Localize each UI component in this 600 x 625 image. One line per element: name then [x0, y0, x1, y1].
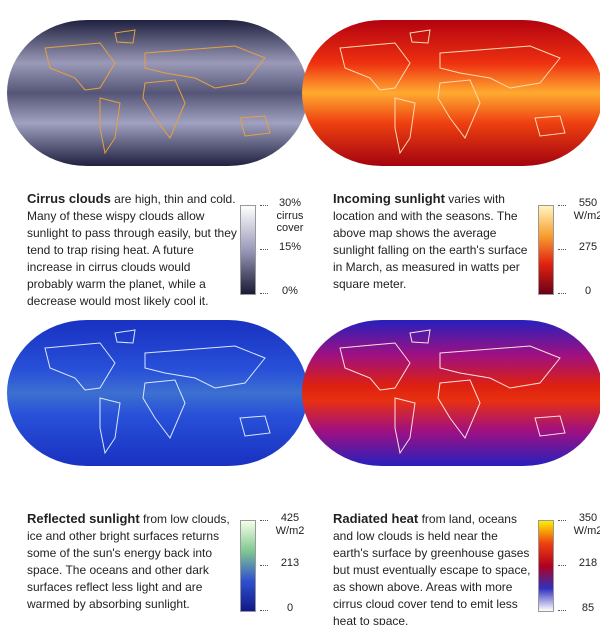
- map: [302, 320, 600, 466]
- color-bar: [240, 520, 256, 612]
- tick-label: 213: [280, 557, 300, 569]
- tick-label: 275: [578, 241, 598, 253]
- tick-dots: [558, 205, 566, 206]
- tick-dots: [260, 565, 268, 566]
- tick-dots: [260, 205, 268, 206]
- tick-dots: [558, 610, 566, 611]
- tick-dots: [558, 293, 566, 294]
- tick-label: 30%: [278, 197, 302, 209]
- tick-dots: [260, 249, 268, 250]
- description-title: Cirrus clouds: [27, 191, 111, 206]
- description: Radiated heat from land, oceans and low …: [333, 510, 533, 625]
- tick-dots: [260, 520, 268, 521]
- scale-unit: W/m2: [573, 210, 600, 222]
- tick-label: 550: [578, 197, 598, 209]
- description-title: Radiated heat: [333, 511, 419, 526]
- map: [7, 320, 308, 466]
- description-text: are high, thin and cold. Many of these w…: [27, 192, 237, 308]
- description: Reflected sunlight from low clouds, ice …: [27, 510, 239, 613]
- tick-label: 0: [584, 285, 592, 297]
- tick-label: 0%: [282, 285, 298, 297]
- color-bar: [240, 205, 256, 295]
- tick-label: 425: [280, 512, 300, 524]
- color-bar: [538, 205, 554, 295]
- description-title: Incoming sunlight: [333, 191, 445, 206]
- description-text: from low clouds, ice and other bright su…: [27, 512, 230, 611]
- map: [302, 20, 600, 166]
- description-text: from land, oceans and low clouds is held…: [333, 512, 531, 625]
- tick-label: 0: [286, 602, 294, 614]
- description: Incoming sunlight varies with location a…: [333, 190, 533, 293]
- tick-dots: [558, 565, 566, 566]
- scale-unit: cirrus cover: [276, 210, 304, 234]
- description-text: varies with location and with the season…: [333, 192, 528, 291]
- tick-label: 218: [578, 557, 598, 569]
- tick-label: 15%: [278, 241, 302, 253]
- tick-dots: [260, 610, 268, 611]
- tick-dots: [260, 293, 268, 294]
- scale-unit: W/m2: [573, 525, 600, 537]
- color-bar: [538, 520, 554, 612]
- tick-label: 350: [578, 512, 598, 524]
- tick-label: 85: [581, 602, 595, 614]
- map: [7, 20, 308, 166]
- description: Cirrus clouds are high, thin and cold. M…: [27, 190, 239, 310]
- description-title: Reflected sunlight: [27, 511, 140, 526]
- tick-dots: [558, 249, 566, 250]
- tick-dots: [558, 520, 566, 521]
- scale-unit: W/m2: [275, 525, 305, 537]
